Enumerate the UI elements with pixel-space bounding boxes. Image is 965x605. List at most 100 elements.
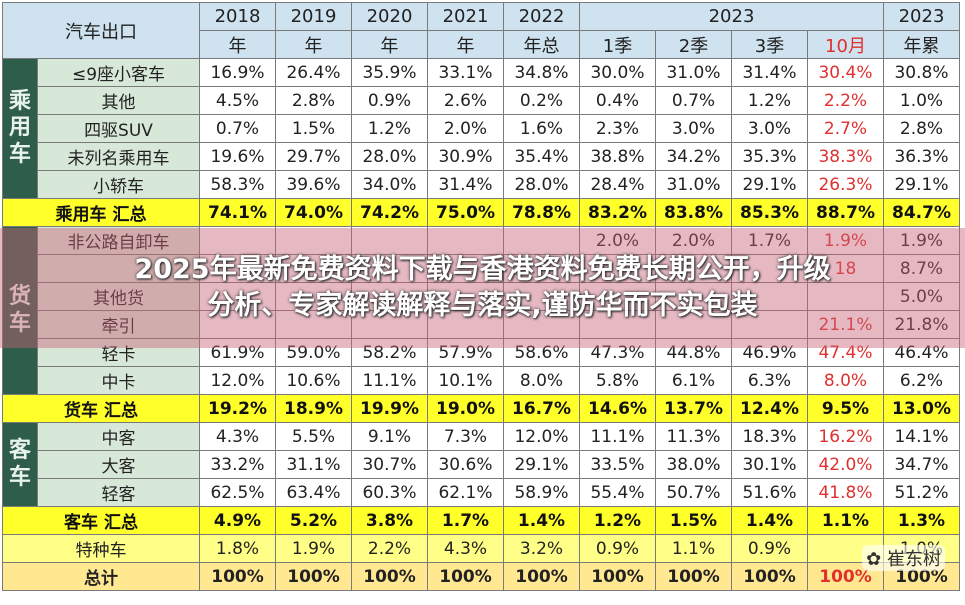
value-cell: 6.1% xyxy=(655,366,732,395)
value-cell: 38.3% xyxy=(807,142,884,171)
value-cell: 0.9% xyxy=(579,534,656,563)
value-cell: 47.3% xyxy=(579,338,656,367)
overlay-line-2: 分析、专家解读解释与落实,谨防华而不实包装 xyxy=(207,290,758,321)
value-cell: 100% xyxy=(427,562,504,591)
summary-row: 客车 汇总 4.9% 5.2% 3.8% 1.7% 1.4% 1.2% 1.5% 1.4% 1.1… xyxy=(2,506,960,535)
sub-header: 年 xyxy=(427,30,504,59)
value-cell: 0.2% xyxy=(503,86,580,115)
value-cell xyxy=(655,310,732,339)
value-cell: 100% xyxy=(579,562,656,591)
row-label: 小轿车 xyxy=(37,170,200,199)
value-cell: 30.7% xyxy=(351,450,428,479)
value-cell: 100% xyxy=(503,562,580,591)
value-cell: 10.1% xyxy=(427,366,504,395)
value-cell: 0.9% xyxy=(351,86,428,115)
table-row: 大客 33.2% 31.1% 30.7% 30.6% 29.1% 33.5% 38.0% 30.… xyxy=(3,450,960,479)
value-cell: 34.0% xyxy=(351,170,428,199)
value-cell: 35.4% xyxy=(503,142,580,171)
value-cell: 2.0% xyxy=(427,114,504,143)
export-share-table: 汽车出口 2018 2019 2020 2021 2022 2023 2023 … xyxy=(2,2,960,591)
category-cell: 货车 xyxy=(2,226,38,395)
sub-header: 年累 xyxy=(883,30,960,59)
table-row: 牵引 21.1% 21.8% xyxy=(3,310,960,339)
value-cell: 100% xyxy=(351,562,428,591)
value-cell: 83.2% xyxy=(579,198,656,227)
row-label: 未列名乘用车 xyxy=(37,142,200,171)
table-row: 轻客 62.5% 63.4% 60.3% 62.1% 58.9% 55.4% 50.7% 51.… xyxy=(3,478,960,507)
row-label: 四驱SUV xyxy=(37,114,200,143)
value-cell: 26.4% xyxy=(275,58,352,87)
row-label: 牵引 xyxy=(37,310,200,339)
value-cell: 2.8% xyxy=(883,114,960,143)
table-row: 18 8.7% xyxy=(3,254,960,283)
value-cell: 1.5% xyxy=(655,506,732,535)
value-cell: 19.9% xyxy=(351,394,428,423)
value-cell: 0.7% xyxy=(199,114,276,143)
row-label: 货车 汇总 xyxy=(2,394,200,423)
sub-header: 年 xyxy=(275,30,352,59)
value-cell: 1.2% xyxy=(351,114,428,143)
table-row: 四驱SUV 0.7% 1.5% 1.2% 2.0% 1.6% 2.3% 3.0% 3.0% 2.7… xyxy=(3,114,960,143)
value-cell: 33.5% xyxy=(579,450,656,479)
sub-header: 年 xyxy=(351,30,428,59)
value-cell: 1.0% xyxy=(883,86,960,115)
row-label: 特种车 xyxy=(2,534,200,563)
value-cell: 1.4% xyxy=(731,506,808,535)
value-cell: 34.7% xyxy=(883,450,960,479)
value-cell: 16.2% xyxy=(807,422,884,451)
value-cell: 2.8% xyxy=(275,86,352,115)
value-cell: 30.1% xyxy=(731,450,808,479)
value-cell: 1.9% xyxy=(275,534,352,563)
value-cell: 46.9% xyxy=(731,338,808,367)
value-cell xyxy=(275,226,352,255)
value-cell: 31.1% xyxy=(275,450,352,479)
value-cell: 3.2% xyxy=(503,534,580,563)
value-cell: 9.5% xyxy=(807,394,884,423)
value-cell: 11.1% xyxy=(351,366,428,395)
value-cell: 1.1% xyxy=(807,506,884,535)
value-cell: 58.2% xyxy=(351,338,428,367)
value-cell: 21.1% xyxy=(807,310,884,339)
value-cell: 38.8% xyxy=(579,142,656,171)
sub-header: 1季 xyxy=(579,30,656,59)
value-cell: 1.2% xyxy=(579,506,656,535)
value-cell: 78.8% xyxy=(503,198,580,227)
value-cell: 14.1% xyxy=(883,422,960,451)
value-cell: 60.3% xyxy=(351,478,428,507)
sub-header: 2季 xyxy=(655,30,732,59)
value-cell: 31.0% xyxy=(655,58,732,87)
value-cell: 41.8% xyxy=(807,478,884,507)
value-cell: 1.3% xyxy=(883,506,960,535)
value-cell xyxy=(503,310,580,339)
watermark-text: 崔东树 xyxy=(887,549,941,570)
sub-header: 年 xyxy=(199,30,276,59)
value-cell: 2.2% xyxy=(807,86,884,115)
value-cell: 8.0% xyxy=(807,366,884,395)
value-cell: 84.7% xyxy=(883,198,960,227)
value-cell: 16.7% xyxy=(503,394,580,423)
year-2019: 2019 xyxy=(275,2,352,31)
sub-header-oct: 10月 xyxy=(807,30,884,59)
value-cell: 29.1% xyxy=(731,170,808,199)
value-cell: 3.0% xyxy=(655,114,732,143)
value-cell: 31.4% xyxy=(731,58,808,87)
summary-row: 货车 汇总 19.2% 18.9% 19.9% 19.0% 16.7% 14.6% 13.7%… xyxy=(2,394,960,423)
value-cell: 47.4% xyxy=(807,338,884,367)
value-cell: 1.7% xyxy=(427,506,504,535)
value-cell: 29.1% xyxy=(883,170,960,199)
value-cell: 19.0% xyxy=(427,394,504,423)
value-cell: 1.8% xyxy=(199,534,276,563)
value-cell: 1.9% xyxy=(807,226,884,255)
value-cell: 6.2% xyxy=(883,366,960,395)
value-cell: 30.0% xyxy=(579,58,656,87)
value-cell: 88.7% xyxy=(807,198,884,227)
value-cell: 12.0% xyxy=(503,422,580,451)
value-cell: 58.3% xyxy=(199,170,276,199)
value-cell: 1.1% xyxy=(655,534,732,563)
headline-overlay: 2025年最新免费资料下载与香港资料免费长期公开，升级 分析、专家解读解释与落实… xyxy=(0,228,965,348)
value-cell: 34.2% xyxy=(655,142,732,171)
value-cell: 55.4% xyxy=(579,478,656,507)
value-cell: 21.8% xyxy=(883,310,960,339)
row-label: 总计 xyxy=(2,562,200,591)
